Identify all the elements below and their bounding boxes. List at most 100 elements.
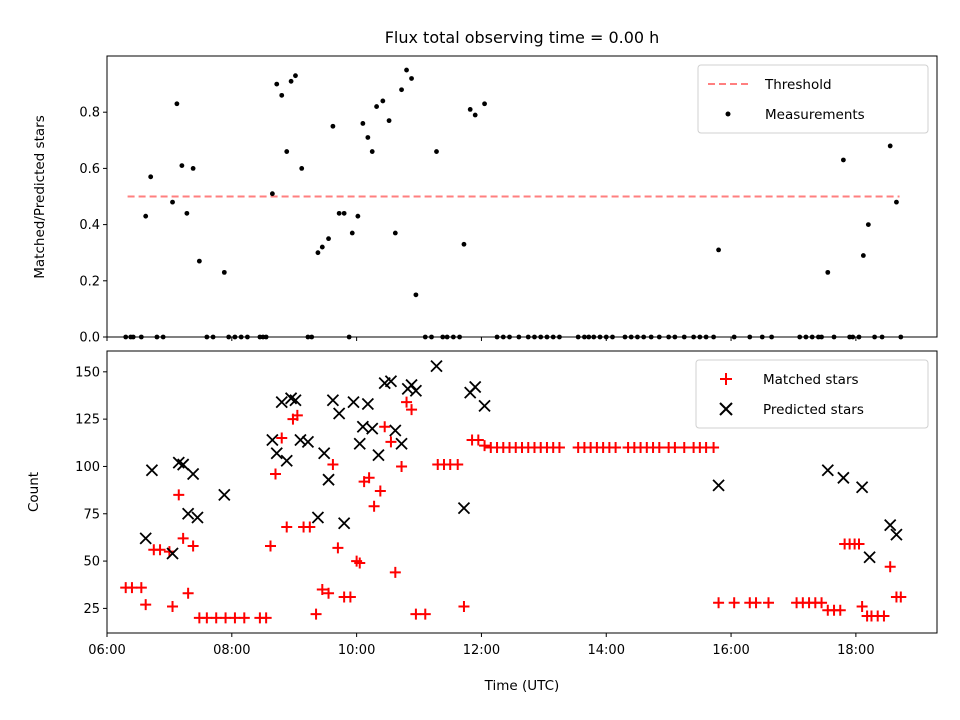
matched-star-point bbox=[410, 608, 422, 620]
legend-predicted-swatch bbox=[719, 402, 733, 416]
predicted-star-point bbox=[863, 551, 876, 564]
legend-threshold-label: Threshold bbox=[764, 77, 832, 93]
measurement-point bbox=[284, 149, 290, 154]
measurement-point bbox=[196, 258, 202, 264]
matched-star-point bbox=[708, 442, 720, 454]
legend-predicted-label: Predicted stars bbox=[763, 402, 864, 418]
matched-star-point bbox=[610, 442, 622, 454]
matched-star-point bbox=[878, 610, 890, 622]
measurement-point bbox=[319, 244, 325, 250]
matched-stars-points bbox=[120, 396, 907, 624]
y-tick-label: 0.0 bbox=[79, 331, 100, 346]
predicted-star-point bbox=[139, 532, 152, 545]
y-tick-label: 0.8 bbox=[79, 106, 100, 121]
measurement-point bbox=[472, 112, 478, 118]
matched-star-point bbox=[653, 442, 665, 454]
measurement-point bbox=[326, 236, 331, 242]
matched-star-point bbox=[553, 442, 565, 454]
predicted-star-point bbox=[389, 424, 402, 437]
measurement-point bbox=[355, 213, 361, 219]
predicted-star-point bbox=[347, 395, 360, 409]
measurement-point bbox=[288, 78, 294, 84]
matched-star-point bbox=[304, 521, 316, 533]
measurement-point bbox=[467, 106, 473, 112]
matched-star-point bbox=[728, 597, 740, 609]
y-tick-label: 50 bbox=[83, 555, 100, 570]
measurement-point bbox=[336, 210, 342, 216]
predicted-star-point bbox=[457, 501, 471, 515]
measurement-point bbox=[369, 149, 375, 154]
measurement-point bbox=[399, 87, 404, 93]
measurement-point bbox=[269, 191, 275, 197]
measurement-point bbox=[221, 269, 227, 275]
measurement-point bbox=[825, 269, 831, 275]
predicted-star-point bbox=[821, 464, 834, 477]
predicted-star-point bbox=[311, 511, 325, 524]
matched-star-point bbox=[167, 601, 179, 613]
matched-star-point bbox=[135, 582, 147, 594]
predicted-star-point bbox=[837, 471, 850, 484]
measurement-point bbox=[274, 81, 280, 87]
matched-star-point bbox=[238, 612, 250, 624]
matched-star-point bbox=[229, 612, 241, 624]
matched-star-point bbox=[396, 460, 408, 472]
matched-star-point bbox=[856, 601, 868, 613]
measurement-point bbox=[887, 143, 893, 149]
matched-star-point bbox=[210, 612, 222, 624]
predicted-star-point bbox=[353, 437, 366, 450]
matched-star-point bbox=[281, 521, 293, 533]
measurement-point bbox=[315, 250, 321, 256]
predicted-star-point bbox=[322, 473, 335, 486]
predicted-star-point bbox=[884, 518, 897, 532]
measurement-point bbox=[413, 292, 419, 298]
top-axes-frame bbox=[106, 55, 938, 338]
measurement-point bbox=[174, 101, 180, 107]
y-tick-label: 150 bbox=[75, 365, 100, 380]
matched-star-point bbox=[368, 500, 380, 512]
matched-star-point bbox=[332, 542, 344, 554]
matched-star-point bbox=[884, 561, 896, 573]
bottom-y-ticks: 25 50 75 100 125 150 bbox=[75, 365, 107, 617]
bottom-panel: 25 50 75 100 125 150 06:00 08:00 10:00 12:00 14:0… bbox=[26, 350, 938, 694]
matched-star-point bbox=[406, 404, 418, 416]
matched-star-point bbox=[363, 472, 375, 484]
matched-star-point bbox=[269, 468, 281, 480]
matched-star-point bbox=[265, 540, 277, 552]
predicted-star-point bbox=[409, 384, 423, 397]
matched-star-point bbox=[187, 540, 199, 552]
measurement-point bbox=[409, 76, 414, 81]
matched-star-point bbox=[763, 597, 775, 609]
measurement-point bbox=[349, 230, 355, 236]
x-tick-label: 16:00 bbox=[712, 643, 749, 658]
matched-star-point bbox=[678, 442, 690, 454]
matched-star-point bbox=[323, 587, 335, 599]
x-tick-label: 10:00 bbox=[338, 643, 375, 658]
predicted-star-point bbox=[361, 397, 374, 411]
predicted-star-point bbox=[366, 422, 379, 435]
measurement-point bbox=[299, 166, 305, 171]
legend-measurements-label: Measurements bbox=[765, 107, 865, 123]
legend-matched-label: Matched stars bbox=[763, 372, 859, 388]
measurement-point bbox=[434, 149, 439, 154]
y-tick-label: 0.4 bbox=[79, 218, 100, 233]
y-tick-label: 75 bbox=[83, 507, 100, 522]
y-tick-label: 25 bbox=[83, 602, 100, 617]
y-tick-label: 100 bbox=[75, 460, 100, 475]
matched-star-point bbox=[177, 532, 189, 544]
measurement-point bbox=[840, 157, 846, 163]
measurement-point bbox=[360, 121, 366, 126]
matched-star-point bbox=[173, 489, 185, 501]
matched-star-point bbox=[895, 591, 907, 603]
measurement-point bbox=[865, 222, 871, 228]
predicted-star-point bbox=[356, 420, 370, 433]
predicted-star-point bbox=[712, 479, 725, 492]
matched-star-point bbox=[419, 608, 431, 620]
matched-star-point bbox=[834, 604, 846, 616]
legend-matched-swatch bbox=[720, 373, 732, 385]
measurement-point bbox=[404, 67, 409, 73]
predicted-star-point bbox=[372, 448, 385, 462]
x-tick-label: 12:00 bbox=[463, 643, 500, 658]
predicted-star-point bbox=[275, 395, 288, 409]
measurement-point bbox=[461, 241, 467, 247]
matched-star-point bbox=[126, 582, 138, 594]
